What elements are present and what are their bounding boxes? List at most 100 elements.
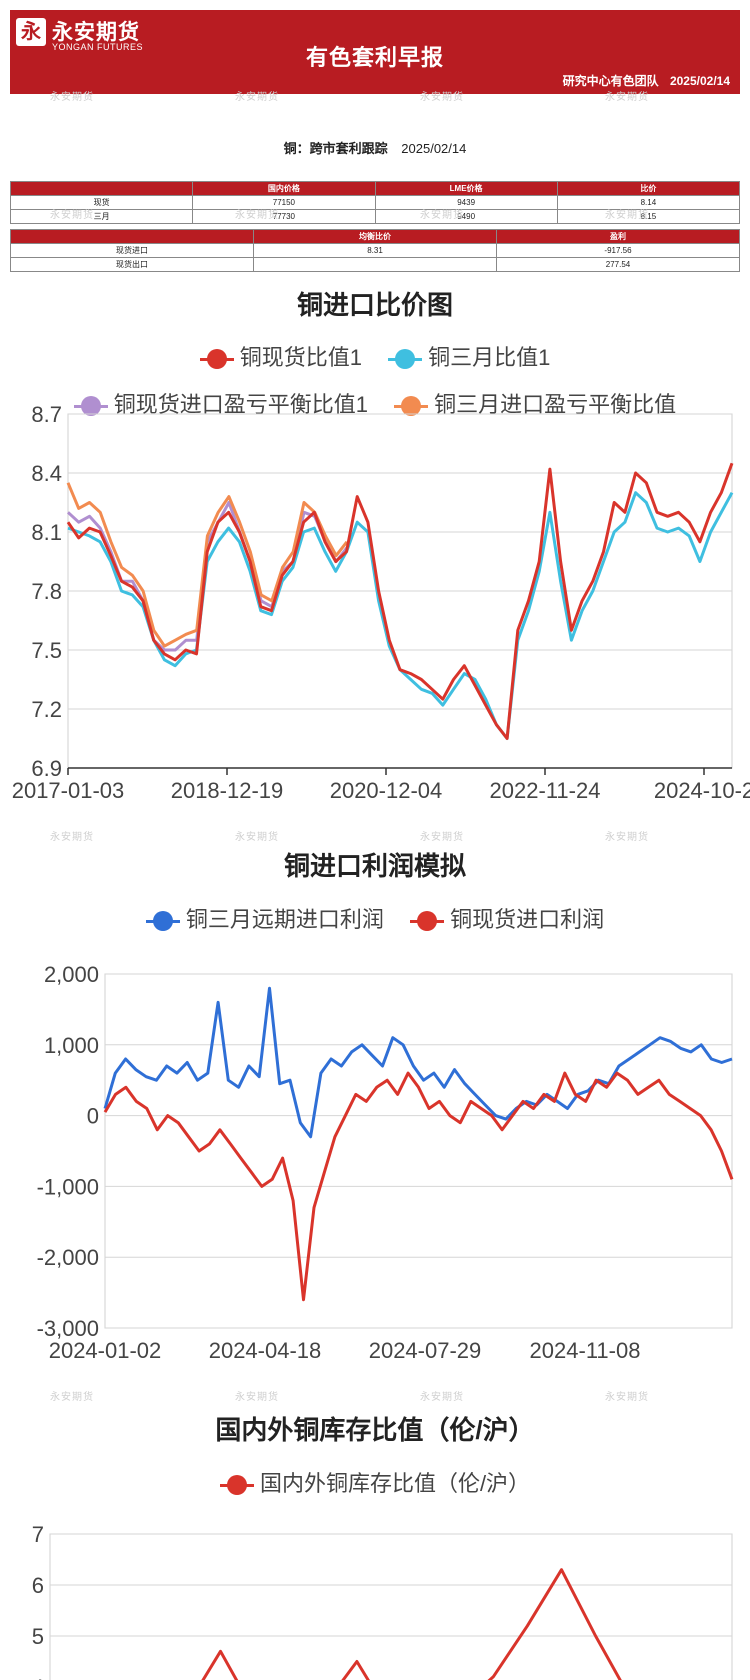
report-byline: 研究中心有色团队 2025/02/14 xyxy=(563,72,730,89)
legend-item[interactable]: 国内外铜库存比值（伦/沪） xyxy=(219,1466,531,1498)
legend-label: 国内外铜库存比值（伦/沪） xyxy=(259,1471,531,1496)
y-tick-label: 6 xyxy=(32,1573,44,1598)
report-date: 2025/02/14 xyxy=(669,74,730,88)
table-cell: 8.14 xyxy=(556,195,741,210)
report-header: 永 永安期货 YONGAN FUTURES 有色套利早报 研究中心有色团队 20… xyxy=(10,10,740,94)
table-row: 三月 77730 9490 8.15 xyxy=(9,209,741,224)
legend-item[interactable]: 铜现货比值1 xyxy=(199,340,362,372)
legend-label: 铜三月远期进口利润 xyxy=(185,907,384,932)
y-tick-label: 4 xyxy=(32,1675,44,1680)
y-tick-label: 0 xyxy=(87,1104,99,1129)
legend-marker-icon xyxy=(73,396,108,417)
series-line xyxy=(67,491,734,740)
section-title: 铜：跨市套利跟踪 2025/02/14 xyxy=(0,138,750,157)
team-name: 研究中心有色团队 xyxy=(562,74,659,88)
y-tick-label: 7.8 xyxy=(31,579,62,604)
watermark: 永安期货 xyxy=(605,1392,649,1403)
chart-legend: 国内外铜库存比值（伦/沪） xyxy=(0,1466,750,1498)
table-header-row: 国内价格 LME价格 比价 xyxy=(9,181,741,196)
x-tick-label: 2022-11-24 xyxy=(490,778,601,803)
x-tick-label: 2020-12-04 xyxy=(330,778,443,803)
y-tick-label: 1,000 xyxy=(44,1033,99,1058)
legend-item[interactable]: 铜三月进口盈亏平衡比值 xyxy=(394,387,676,419)
table-header-row: 均衡比价 盈利 xyxy=(10,229,740,244)
table-cell: 现货进口 xyxy=(10,243,254,258)
arbitrage-table: 均衡比价 盈利 现货进口 8.31 -917.56 现货出口 277.54 xyxy=(10,229,740,272)
watermark: 永安期货 xyxy=(50,210,94,221)
table-cell: 8.31 xyxy=(253,243,497,258)
y-tick-label: 6.9 xyxy=(31,756,62,781)
chart-legend: 铜三月远期进口利润 铜现货进口利润 xyxy=(0,902,750,934)
chart-legend: 铜现货进口盈亏平衡比值1 铜三月进口盈亏平衡比值 xyxy=(0,387,750,419)
price-table: 国内价格 LME价格 比价 现货 77150 9439 8.14 三月 7773… xyxy=(9,181,741,224)
table-header-cell: 比价 xyxy=(556,181,741,196)
legend-item[interactable]: 铜现货进口利润 xyxy=(410,902,604,934)
inventory-ratio-chart: 7 6 5 4 xyxy=(32,1522,733,1680)
watermark: 永安期货 xyxy=(235,1392,279,1403)
section-date: 2025/02/14 xyxy=(401,141,467,156)
watermark: 永安期货 xyxy=(235,832,279,843)
brand-logo: 永 永安期货 YONGAN FUTURES xyxy=(16,16,146,54)
table-cell: 三月 xyxy=(9,209,194,224)
legend-label: 铜三月进口盈亏平衡比值 xyxy=(434,392,677,417)
table-cell: 77150 xyxy=(192,195,376,210)
watermark-row: 永安期货 永安期货 永安期货 永安期货 xyxy=(0,828,750,848)
table-cell: 8.15 xyxy=(556,209,741,224)
chart-title: 国内外铜库存比值（伦/沪） xyxy=(215,1415,535,1445)
table-header-cell xyxy=(9,181,194,196)
watermark: 永安期货 xyxy=(420,92,464,103)
watermark-row: 永安期货 永安期货 永安期货 永安期货 xyxy=(0,88,750,108)
legend-marker-icon xyxy=(219,1475,254,1496)
table-row: 现货进口 8.31 -917.56 xyxy=(10,243,740,258)
table-cell: -917.56 xyxy=(496,243,740,258)
series-line xyxy=(66,482,349,648)
report-title: 有色套利早报 xyxy=(305,45,444,70)
x-tick-label: 2024-04-18 xyxy=(209,1338,322,1363)
y-tick-label: 2,000 xyxy=(44,962,99,987)
legend-label: 铜现货进口利润 xyxy=(450,907,605,932)
legend-label: 铜三月比值1 xyxy=(428,345,551,370)
chart-title: 铜进口利润模拟 xyxy=(283,851,466,881)
legend-label: 铜现货进口盈亏平衡比值1 xyxy=(113,392,369,417)
watermark: 永安期货 xyxy=(420,832,464,843)
y-tick-label: -3,000 xyxy=(37,1316,99,1341)
watermark: 永安期货 xyxy=(50,1392,94,1403)
watermark: 永安期货 xyxy=(605,832,649,843)
legend-marker-icon xyxy=(145,911,180,932)
series-line xyxy=(201,1568,622,1680)
brand-logo-icon: 永 xyxy=(16,18,46,46)
y-tick-label: 8.1 xyxy=(31,520,62,545)
legend-label: 铜现货比值1 xyxy=(239,345,362,370)
brand-name: 永安期货 xyxy=(52,21,140,44)
watermark: 永安期货 xyxy=(235,210,279,221)
chart-legend: 铜现货比值1 铜三月比值1 xyxy=(0,340,750,372)
legend-item[interactable]: 铜现货进口盈亏平衡比值1 xyxy=(73,387,369,419)
table-header-cell: 国内价格 xyxy=(192,181,376,196)
table-row: 现货出口 277.54 xyxy=(10,257,740,272)
watermark-row: 永安期货 永安期货 永安期货 永安期货 xyxy=(0,206,750,226)
x-tick-label: 2024-07-29 xyxy=(369,1338,482,1363)
x-tick-label: 2024-01-02 xyxy=(49,1338,162,1363)
y-tick-label: 7.5 xyxy=(31,638,62,663)
series-line xyxy=(66,501,349,652)
legend-marker-icon xyxy=(410,911,445,932)
table-header-cell: LME价格 xyxy=(374,181,558,196)
legend-item[interactable]: 铜三月远期进口利润 xyxy=(145,902,384,934)
series-line xyxy=(103,1071,734,1302)
x-tick-label: 2024-10-2 xyxy=(654,778,750,803)
y-tick-label: -2,000 xyxy=(37,1245,99,1270)
y-tick-label: 5 xyxy=(32,1624,44,1649)
watermark: 永安期货 xyxy=(420,210,464,221)
x-tick-label: 2024-11-08 xyxy=(530,1338,641,1363)
watermark: 永安期货 xyxy=(605,210,649,221)
legend-item[interactable]: 铜三月比值1 xyxy=(388,340,550,372)
watermark: 永安期货 xyxy=(50,832,94,843)
legend-marker-icon xyxy=(388,349,423,370)
watermark-row: 永安期货 永安期货 永安期货 永安期货 xyxy=(0,1388,750,1408)
section-title-text: 铜：跨市套利跟踪 xyxy=(283,141,388,156)
y-tick-label: 7.2 xyxy=(31,697,62,722)
table-header-cell xyxy=(10,229,254,244)
watermark: 永安期货 xyxy=(235,92,279,103)
legend-marker-icon xyxy=(394,396,429,417)
